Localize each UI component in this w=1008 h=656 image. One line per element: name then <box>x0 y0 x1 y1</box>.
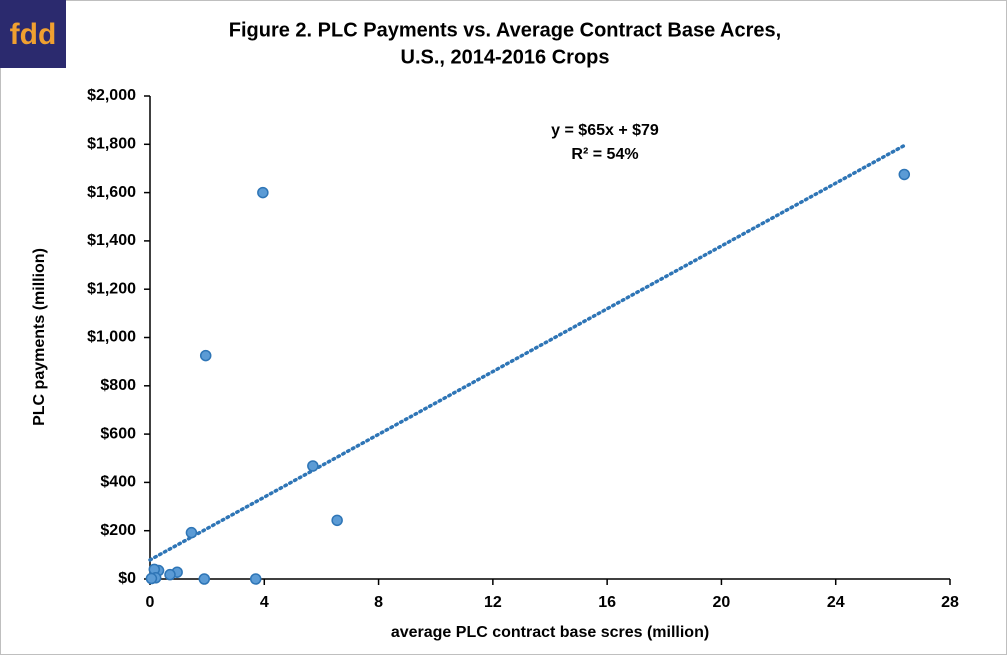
y-tick-label: $1,600 <box>87 184 136 201</box>
chart-title: Figure 2. PLC Payments vs. Average Contr… <box>229 19 781 41</box>
x-tick-label: 16 <box>598 594 616 611</box>
y-tick-label: $600 <box>100 425 136 442</box>
y-tick-label: $1,400 <box>87 232 136 249</box>
y-tick-label: $200 <box>100 522 136 539</box>
x-tick-label: 12 <box>484 594 502 611</box>
y-tick-label: $1,800 <box>87 136 136 153</box>
y-tick-label: $1,000 <box>87 329 136 346</box>
point <box>198 573 211 585</box>
annotation: R² = 54% <box>571 146 638 163</box>
x-tick-label: 20 <box>713 594 731 611</box>
y-tick-label: $0 <box>118 570 136 587</box>
point <box>199 349 212 362</box>
point <box>185 526 198 539</box>
logo: fdd <box>10 18 57 51</box>
x-axis-label: average PLC contract base scres (million… <box>391 624 709 641</box>
point <box>307 460 319 472</box>
x-tick-label: 4 <box>260 594 269 611</box>
x-tick-label: 0 <box>146 594 155 611</box>
point <box>145 572 158 585</box>
y-tick-label: $400 <box>100 474 136 491</box>
y-tick-label: $800 <box>100 377 136 394</box>
point <box>331 514 343 527</box>
annotation: y = $65x + $79 <box>551 122 659 139</box>
x-tick-label: 24 <box>827 594 845 611</box>
trendline <box>148 143 907 562</box>
point <box>249 573 262 585</box>
point <box>164 568 176 581</box>
point <box>898 168 911 181</box>
x-tick-label: 28 <box>941 594 959 611</box>
y-tick-label: $2,000 <box>87 87 136 104</box>
y-tick-label: $1,200 <box>87 280 136 297</box>
logo-box <box>0 0 66 68</box>
x-tick-label: 8 <box>374 594 383 611</box>
point <box>257 186 269 199</box>
chart-title: U.S., 2014-2016 Crops <box>401 46 610 68</box>
y-axis-label: PLC payments (million) <box>31 248 48 426</box>
